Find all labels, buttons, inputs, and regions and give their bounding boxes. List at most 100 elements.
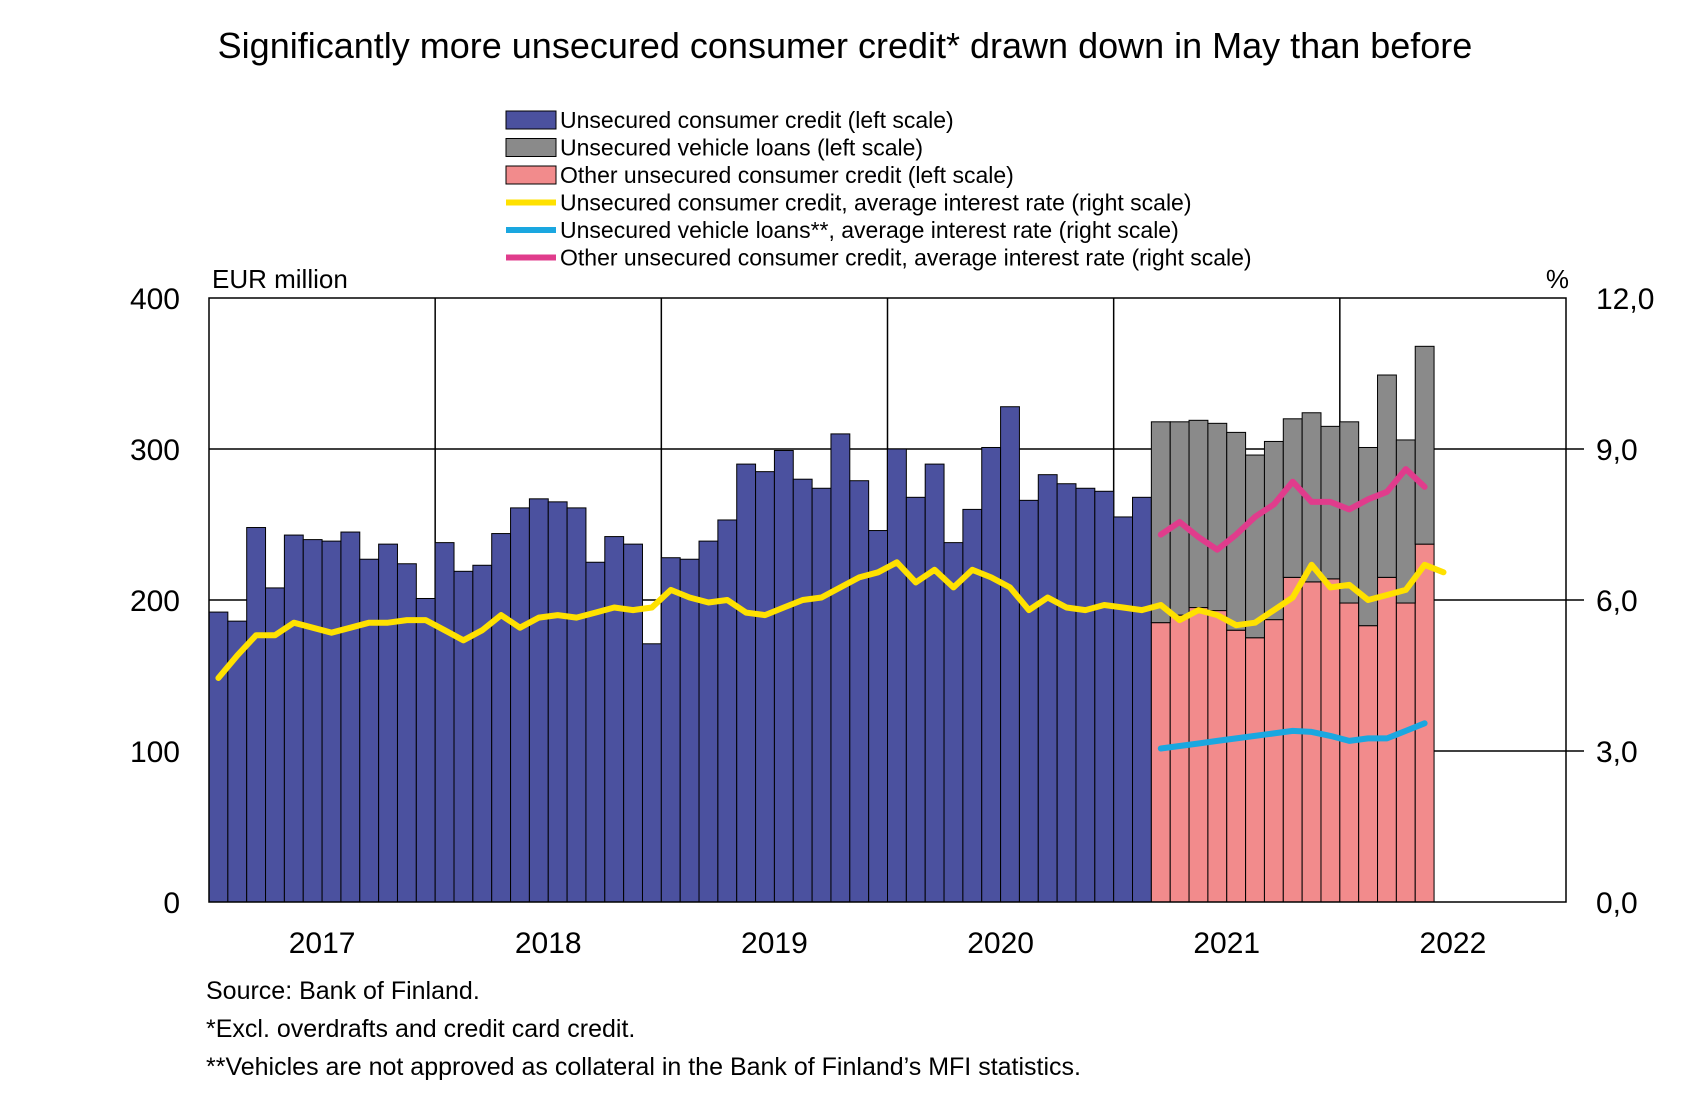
plot-frame (208, 297, 1567, 903)
bar (1188, 607, 1209, 903)
bar (396, 563, 417, 903)
legend-swatch (505, 165, 557, 185)
x-tick-label: 2017 (289, 927, 356, 960)
bar (415, 597, 436, 903)
bar (924, 463, 945, 903)
bar (868, 530, 888, 903)
bar (246, 527, 267, 903)
bar (679, 558, 700, 903)
bar (641, 643, 662, 903)
legend: Unsecured consumer credit (left scale)Un… (505, 107, 1252, 271)
bar (1075, 487, 1096, 903)
bar (1245, 637, 1265, 903)
right-axis: 0,0 3,0 6,0 9,0 12,0 (1596, 283, 1654, 920)
bar (1377, 374, 1397, 578)
bar (943, 542, 964, 903)
series-line (215, 559, 1447, 681)
bar (378, 543, 398, 903)
legend-label: Unsecured consumer credit, average inter… (560, 190, 1192, 216)
right-tick-label: 3,0 (1596, 736, 1638, 769)
left-tick-label: 300 (130, 434, 180, 467)
legend-swatch (505, 138, 557, 157)
bar (1132, 496, 1152, 903)
bar (1188, 419, 1209, 609)
bar (1018, 499, 1039, 903)
bar (359, 558, 380, 903)
bar (660, 557, 681, 903)
right-tick-label: 0,0 (1596, 887, 1638, 920)
right-tick-label: 12,0 (1596, 283, 1654, 316)
bar (981, 446, 1002, 903)
x-tick-label: 2019 (741, 927, 808, 960)
series-line (1157, 720, 1428, 752)
bar (1263, 440, 1284, 621)
left-axis-unit: EUR million (212, 264, 348, 294)
bar (1150, 421, 1171, 624)
bar (1282, 418, 1303, 578)
left-tick-label: 100 (130, 736, 180, 769)
bar (321, 540, 342, 903)
bar (1339, 421, 1360, 604)
bar (434, 542, 455, 903)
bar (1000, 406, 1020, 903)
footnote: **Vehicles are not approved as collatera… (206, 1053, 1081, 1081)
x-tick-label: 2022 (1420, 927, 1487, 960)
bar (1113, 516, 1134, 903)
bar (528, 498, 549, 903)
bar (773, 450, 794, 903)
bar (736, 463, 757, 903)
bar (1169, 421, 1190, 616)
legend-label: Other unsecured consumer credit (left sc… (560, 162, 1014, 188)
right-tick-label: 9,0 (1596, 434, 1638, 467)
bar (1358, 625, 1379, 903)
bar (566, 507, 587, 903)
bar (1395, 602, 1416, 903)
bar (1037, 474, 1058, 903)
bar (1207, 422, 1228, 612)
bar (604, 536, 625, 903)
left-tick-label: 0 (163, 887, 180, 920)
bar (283, 534, 304, 903)
bar (1150, 622, 1171, 903)
bar (792, 478, 813, 903)
interest-rate-lines (215, 466, 1447, 752)
x-tick-label: 2018 (515, 927, 582, 960)
bar (623, 543, 643, 903)
legend-label: Unsecured vehicle loans (left scale) (560, 135, 923, 161)
legend-swatch (505, 110, 557, 130)
bar (1226, 629, 1247, 903)
bar (1094, 490, 1115, 903)
bar (905, 496, 926, 903)
bar (1207, 610, 1228, 903)
bar (491, 533, 512, 903)
left-tick-label: 400 (130, 283, 180, 316)
bar (755, 471, 775, 903)
x-tick-label: 2020 (967, 927, 1034, 960)
bar (1301, 581, 1322, 903)
footnote: Source: Bank of Finland. (206, 977, 480, 1005)
bar (811, 487, 832, 903)
legend-label: Other unsecured consumer credit, average… (560, 245, 1252, 271)
bar (340, 531, 361, 903)
bar (453, 570, 474, 903)
right-tick-label: 6,0 (1596, 585, 1638, 618)
left-axis: 0 100 200 300 400 (130, 283, 180, 920)
x-axis: 2017 2018 2019 2020 2021 2022 (289, 927, 1487, 960)
bar (1245, 454, 1265, 639)
bar (717, 519, 738, 903)
x-tick-label: 2021 (1193, 927, 1260, 960)
bar (1056, 483, 1077, 903)
bar (1414, 345, 1435, 545)
bar (302, 539, 323, 903)
bar (830, 433, 851, 903)
bar (887, 448, 907, 903)
bar (698, 540, 719, 903)
bar (1169, 614, 1190, 903)
bar (1263, 619, 1284, 903)
bar (849, 480, 870, 903)
series-line (1157, 466, 1428, 553)
legend-label: Unsecured vehicle loans**, average inter… (560, 217, 1179, 243)
legend-label: Unsecured consumer credit (left scale) (560, 107, 954, 133)
chart-title: Significantly more unsecured consumer cr… (218, 25, 1473, 66)
